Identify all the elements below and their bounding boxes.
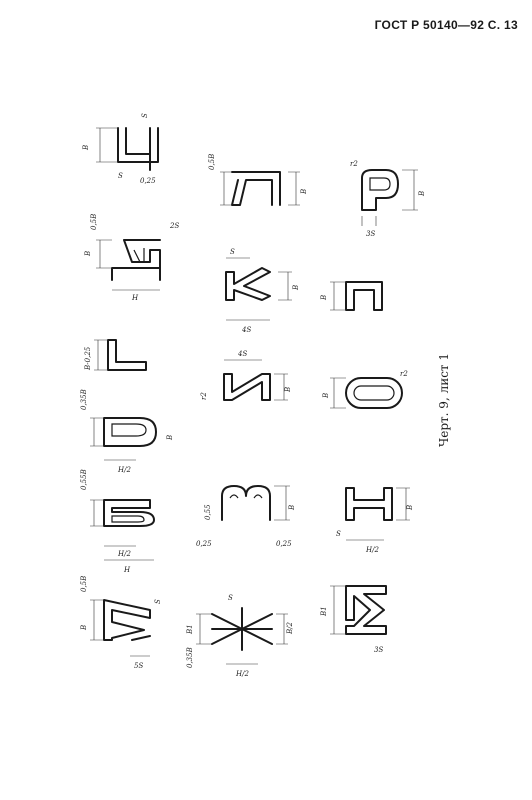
letter-be: 0,55B H/2 H — [80, 469, 155, 574]
letter-ze-label-b025: 0,25 — [196, 540, 212, 548]
letter-ka-label-b: B — [292, 285, 300, 291]
letter-ze-label-b: B — [288, 505, 296, 511]
letter-a-label-b: B — [80, 625, 88, 631]
letter-ka-label-s45: 4S — [241, 326, 251, 334]
letter-em-label-s: 3S — [374, 646, 383, 654]
letter-em: B1 3S — [320, 585, 387, 654]
letter-en-label-b: B — [406, 505, 414, 511]
letter-pe: B — [320, 281, 383, 311]
letter-ve: 0,35B H/2 B — [80, 389, 174, 474]
letter-ve-label-b035: 0,35B — [80, 389, 88, 410]
letter-el: 0,5B B — [208, 154, 308, 206]
letter-tse-label-b025: 0,25 — [140, 177, 156, 185]
letter-tse: B S S 0,25 — [82, 113, 159, 185]
letter-ve-label-b: B — [166, 435, 174, 441]
letter-de-label-b058: 0,5B — [90, 214, 98, 230]
letter-er: r2 B 3S — [350, 160, 426, 238]
letter-zhe-label-b035: 0,35B — [186, 647, 194, 668]
letter-ge-label-b025x: B-0,25 — [84, 346, 92, 371]
letter-el-label-b058: 0,5B — [208, 154, 216, 170]
letter-i-label-r2: r2 — [200, 392, 208, 400]
letter-a-label-s5: 5S — [134, 662, 143, 670]
letter-ge: B-0,25 — [84, 339, 147, 371]
letter-en: B H/2 S — [336, 487, 414, 554]
letter-i-label-s: 4S — [237, 350, 247, 358]
letter-be-label-h05: H/2 — [117, 550, 131, 558]
letter-zhe-label-b1: B1 — [186, 624, 194, 635]
page-header: ГОСТ Р 50140—92 С. 13 — [374, 18, 518, 32]
letter-de: B 0,5B H 2S — [84, 214, 179, 302]
letter-tse-label-b: B — [82, 145, 90, 151]
letter-be-label-h: H — [123, 566, 131, 574]
letter-zhe-label-s: S — [228, 594, 233, 602]
letter-el-label-b: B — [300, 189, 308, 195]
letter-a-label-b058: 0,5B — [80, 576, 88, 592]
letter-ze-label-b055: 0,55 — [204, 504, 212, 520]
letter-ka-label-s: S — [230, 248, 235, 256]
letter-en-label-h05: H/2 — [365, 546, 379, 554]
letter-o-label-r2: r2 — [400, 370, 408, 378]
letter-o: B r2 — [322, 370, 408, 409]
letter-de-label-s2: 2S — [169, 222, 179, 230]
letter-de-label-h: H — [131, 294, 139, 302]
letter-en-label-s: S — [336, 530, 341, 538]
letter-er-label-b: B — [418, 191, 426, 197]
letter-zhe: B1 B/2 H/2 0,35B S — [186, 594, 294, 678]
letter-tse-label-s2: S — [118, 172, 123, 180]
letter-pe-label-b: B — [320, 295, 328, 301]
letter-ka: S B 4S — [225, 248, 300, 334]
letter-er-label-s: 3S — [366, 230, 375, 238]
letter-zhe-label-b2: B/2 — [286, 621, 294, 635]
letter-o-label-b: B — [322, 393, 330, 399]
letter-em-label-b1: B1 — [320, 606, 328, 617]
letter-i-label-b: B — [284, 387, 292, 393]
letter-zhe-label-h05: H/2 — [235, 670, 249, 678]
letter-er-label-r2: r2 — [350, 160, 358, 168]
letter-be-label-b055: 0,55B — [80, 469, 88, 490]
letter-a-label-s: S — [154, 599, 162, 604]
letter-ze: B 0,55 0,25 0,25 — [196, 485, 296, 548]
letter-a: 0,5B B 5S S — [80, 576, 162, 670]
letter-ze-label-b025-right: 0,25 — [276, 540, 292, 548]
letter-ve-label-h05: H/2 — [117, 466, 131, 474]
letter-de-label-b: B — [84, 251, 92, 257]
letter-i: B 4S r2 — [200, 350, 292, 401]
letter-tse-label-s: S — [141, 113, 149, 118]
